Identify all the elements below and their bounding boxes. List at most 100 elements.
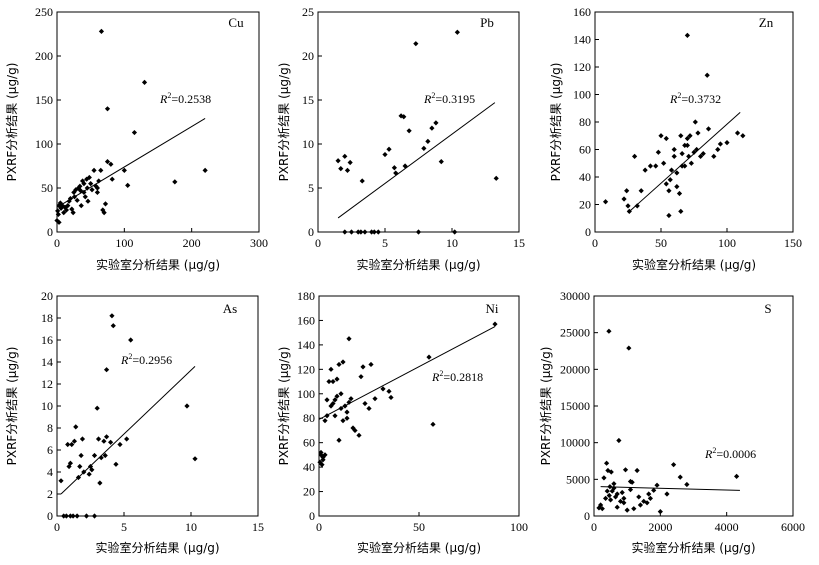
data-point [78, 452, 84, 459]
panel-as: 0 5 10 15 0 2 4 6 8 10 12 14 16 18 20 实验室分析结果 (μg/g) PXR… [5, 289, 264, 555]
x-tick-label: 0 [54, 520, 60, 534]
x-tick-label: 200 [183, 236, 201, 250]
data-point [677, 474, 683, 480]
y-tick-label: 25000 [560, 326, 590, 340]
data-point [79, 436, 86, 442]
data-point [340, 359, 346, 365]
data-point [352, 427, 358, 434]
data-point [667, 177, 673, 183]
data-point [362, 400, 368, 407]
element-label: Zn [759, 15, 774, 30]
data-point [342, 403, 348, 409]
y-tick-label: 0 [585, 225, 591, 239]
data-point [654, 482, 660, 488]
r-squared-label: R2=0.2538 [159, 91, 211, 106]
data-point [598, 502, 604, 508]
data-point [86, 174, 92, 181]
x-tick-label: 0 [591, 520, 597, 534]
data-point [621, 500, 627, 506]
data-point [342, 153, 348, 159]
x-axis-label: 实验室分析结果 (μg/g) [356, 257, 480, 272]
x-tick-label: 10 [185, 520, 197, 534]
data-point [91, 167, 97, 173]
data-point [711, 153, 717, 159]
trend-line [60, 366, 196, 495]
data-point [700, 151, 706, 157]
data-point [65, 203, 71, 209]
plot-frame [318, 295, 520, 517]
data-point [319, 462, 325, 468]
data-point [679, 163, 685, 169]
data-point [334, 393, 340, 399]
data-point [67, 195, 74, 202]
r-squared-label: R2=0.2956 [120, 352, 172, 367]
x-tick-label: 100 [718, 236, 736, 250]
y-tick-label: 140 [297, 338, 315, 352]
data-point [402, 163, 408, 169]
data-point [625, 203, 631, 209]
y-tick-label: 100 [35, 137, 53, 151]
data-point [626, 345, 632, 351]
data-point [391, 165, 397, 171]
data-point [322, 418, 328, 424]
data-point [599, 506, 605, 512]
data-point [624, 188, 630, 194]
y-tick-label: 0 [309, 509, 315, 523]
y-tick-label: 0 [584, 509, 590, 523]
data-point [663, 181, 669, 187]
data-point [380, 386, 386, 392]
data-point [55, 208, 61, 214]
data-point [348, 396, 354, 402]
data-point [330, 400, 336, 407]
data-point [664, 491, 670, 497]
data-point [454, 29, 460, 35]
data-point [332, 397, 338, 403]
element-label: Ni [486, 301, 499, 316]
y-tick-label: 0 [47, 225, 53, 239]
panel-zn: 0 50 100 150 0 20 40 60 80 100 120 140 160 实验室分析结果 (μ… [549, 5, 802, 272]
data-point [653, 163, 659, 169]
data-point [108, 161, 114, 167]
data-point [493, 175, 499, 181]
r-squared-superscript: 2 [712, 446, 716, 455]
data-point [429, 125, 435, 131]
data-point [638, 188, 644, 194]
data-point [74, 197, 80, 203]
data-point [98, 455, 104, 461]
data-point [694, 146, 700, 153]
data-point [335, 158, 341, 164]
data-point [81, 469, 87, 475]
data-point [415, 229, 422, 235]
data-point [81, 189, 87, 195]
data-point [89, 467, 95, 473]
data-point [421, 145, 427, 151]
y-tick-label: 40 [303, 460, 315, 474]
data-point [77, 183, 83, 189]
data-point [360, 364, 366, 370]
data-point [141, 79, 148, 85]
data-point [89, 187, 95, 193]
y-tick-label: 140 [573, 33, 591, 47]
x-tick-label: 50 [413, 520, 425, 534]
r-squared-label: R2=0.3732 [669, 91, 721, 106]
data-point [646, 491, 652, 497]
data-point [109, 313, 115, 319]
data-point [663, 135, 669, 142]
data-point [658, 133, 664, 139]
x-tick-label: 0 [316, 520, 322, 534]
data-point [324, 397, 330, 403]
data-point [627, 478, 634, 485]
data-point [406, 128, 412, 134]
data-point [655, 149, 661, 155]
r-squared-symbol: R [120, 353, 129, 367]
data-point [67, 513, 73, 519]
data-point [676, 190, 683, 197]
data-point [346, 336, 352, 342]
data-point [684, 32, 690, 38]
data-point [413, 41, 419, 47]
x-axis-label: 实验室分析结果 (μg/g) [96, 257, 220, 272]
data-point [425, 138, 431, 144]
y-tick-label: 18 [41, 311, 53, 325]
y-tick-label: 120 [573, 60, 591, 74]
